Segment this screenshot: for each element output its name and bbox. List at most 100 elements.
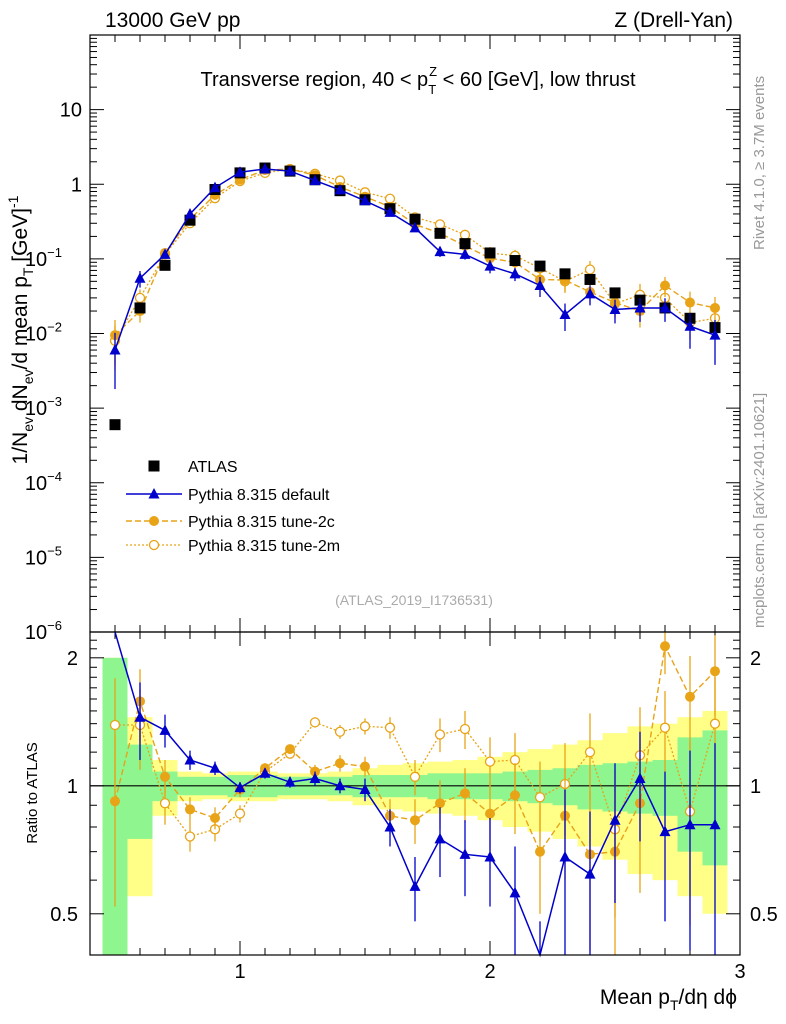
process-label: Z (Drell-Yan) bbox=[614, 9, 733, 32]
ratio-point-tune2c bbox=[710, 666, 720, 677]
ratio-point-tune2c bbox=[535, 846, 545, 857]
data-point-atlas bbox=[534, 260, 546, 272]
data-point-atlas bbox=[459, 238, 471, 250]
ratio-point-default bbox=[709, 818, 721, 830]
y-tick-label: 10−5 bbox=[25, 543, 62, 569]
ratio-point-tune2m bbox=[309, 717, 321, 728]
ratio-point-tune2m bbox=[409, 771, 421, 782]
ratio-point-default bbox=[584, 868, 596, 879]
ratio-point-tune2c bbox=[185, 804, 195, 815]
legend-label: ATLAS bbox=[188, 459, 238, 476]
ratio-tick-label: 0.5 bbox=[50, 904, 78, 926]
y-tick-label: 10−2 bbox=[25, 320, 62, 346]
ratio-point-tune2m bbox=[359, 721, 371, 732]
ratio-point-tune2m bbox=[234, 808, 246, 819]
ratio-point-tune2c bbox=[685, 691, 695, 702]
x-tick-label: 1 bbox=[234, 961, 245, 983]
legend-item-atlas: ATLAS bbox=[148, 459, 238, 476]
ratio-series-default bbox=[114, 631, 721, 958]
ratio-point-default bbox=[334, 779, 346, 791]
data-point-default bbox=[434, 245, 446, 257]
data-point-atlas bbox=[484, 247, 496, 259]
data-point-atlas bbox=[159, 259, 171, 271]
x-axis-label: Mean pT/dη dϕ bbox=[600, 986, 737, 1013]
data-point-default bbox=[634, 301, 646, 313]
legend-marker-default bbox=[148, 488, 160, 499]
ratio-point-default bbox=[134, 711, 146, 722]
ratio-point-default bbox=[509, 886, 521, 898]
ratio-point-tune2m bbox=[184, 831, 196, 842]
analysis-id: (ATLAS_2019_I1736531) bbox=[335, 592, 493, 608]
y-tick-label: 10 bbox=[60, 100, 82, 122]
data-point-default bbox=[284, 165, 296, 176]
y-tick-label: 10−1 bbox=[25, 245, 62, 271]
ratio-point-default bbox=[609, 814, 621, 825]
data-point-atlas bbox=[134, 302, 146, 314]
data-point-default bbox=[234, 166, 246, 177]
data-point-default bbox=[709, 329, 721, 340]
data-point-atlas bbox=[184, 214, 196, 226]
data-point-default bbox=[459, 248, 471, 259]
ratio-tick-label: 2 bbox=[67, 648, 78, 670]
data-point-tune2m bbox=[459, 229, 471, 240]
data-point-default bbox=[259, 163, 271, 174]
ratio-point-tune2m bbox=[459, 723, 471, 735]
series-default bbox=[109, 163, 721, 390]
series-line-default bbox=[114, 168, 716, 351]
ratio-point-tune2m bbox=[509, 754, 521, 766]
ratio-point-default bbox=[209, 762, 221, 773]
data-point-default bbox=[559, 308, 571, 319]
data-point-tune2m bbox=[134, 292, 146, 304]
ratio-point-tune2c bbox=[410, 815, 420, 826]
x-tick-label: 2 bbox=[484, 961, 495, 983]
ratio-point-tune2c bbox=[660, 641, 670, 652]
ratio-point-tune2m bbox=[659, 722, 671, 733]
ratio-point-tune2c bbox=[485, 808, 495, 819]
ratio-point-default bbox=[684, 818, 696, 830]
data-point-default bbox=[159, 248, 171, 259]
data-point-default bbox=[484, 260, 496, 271]
legend-label: Pythia 8.315 default bbox=[188, 487, 330, 504]
data-point-default bbox=[209, 181, 221, 193]
y-axis-label: 1/Nev dNev/d mean pT [GeV]-1 bbox=[5, 195, 36, 464]
data-point-tune2m bbox=[434, 219, 446, 230]
ratio-point-tune2c bbox=[160, 771, 170, 782]
data-point-atlas bbox=[109, 419, 121, 431]
data-point-atlas bbox=[609, 287, 621, 299]
rivet-label: Rivet 4.1.0, ≥ 3.7M events bbox=[751, 76, 768, 250]
legend-marker-tune2c bbox=[149, 516, 159, 526]
legend-marker-atlas bbox=[148, 460, 160, 472]
ratio-point-default bbox=[384, 821, 396, 832]
ratio-point-default bbox=[659, 825, 671, 837]
series-tune2m bbox=[109, 163, 721, 371]
data-point-default bbox=[359, 194, 371, 206]
data-point-default bbox=[534, 279, 546, 290]
title-sub: T bbox=[428, 82, 436, 97]
series-line-tune2c bbox=[114, 168, 716, 336]
ratio-point-tune2m bbox=[109, 719, 121, 731]
ratio-tick-label-right: 0.5 bbox=[750, 904, 778, 926]
ratio-point-default bbox=[359, 783, 371, 795]
data-point-tune2m bbox=[584, 264, 596, 275]
ratio-point-tune2m bbox=[434, 729, 446, 740]
ratio-point-tune2c bbox=[210, 812, 220, 823]
data-point-default bbox=[309, 174, 321, 186]
ratio-point-default bbox=[559, 851, 571, 862]
ratio-point-default bbox=[259, 767, 271, 778]
data-point-tune2c bbox=[660, 280, 670, 291]
ratio-point-default bbox=[409, 880, 421, 891]
ratio-point-tune2m bbox=[709, 718, 721, 729]
data-point-default bbox=[109, 344, 121, 355]
ratio-point-default bbox=[459, 848, 471, 859]
legend-label: Pythia 8.315 tune-2m bbox=[188, 538, 340, 555]
ratio-point-default bbox=[284, 776, 296, 787]
ratio-point-default bbox=[634, 772, 646, 784]
ratio-point-default bbox=[159, 724, 171, 735]
series-tune2c bbox=[110, 164, 720, 365]
title-suffix: < 60 [GeV], low thrust bbox=[437, 69, 636, 91]
ratio-point-tune2c bbox=[460, 788, 470, 799]
ratio-point-tune2c bbox=[335, 758, 345, 769]
data-point-atlas bbox=[434, 227, 446, 239]
ratio-point-tune2m bbox=[584, 746, 596, 758]
